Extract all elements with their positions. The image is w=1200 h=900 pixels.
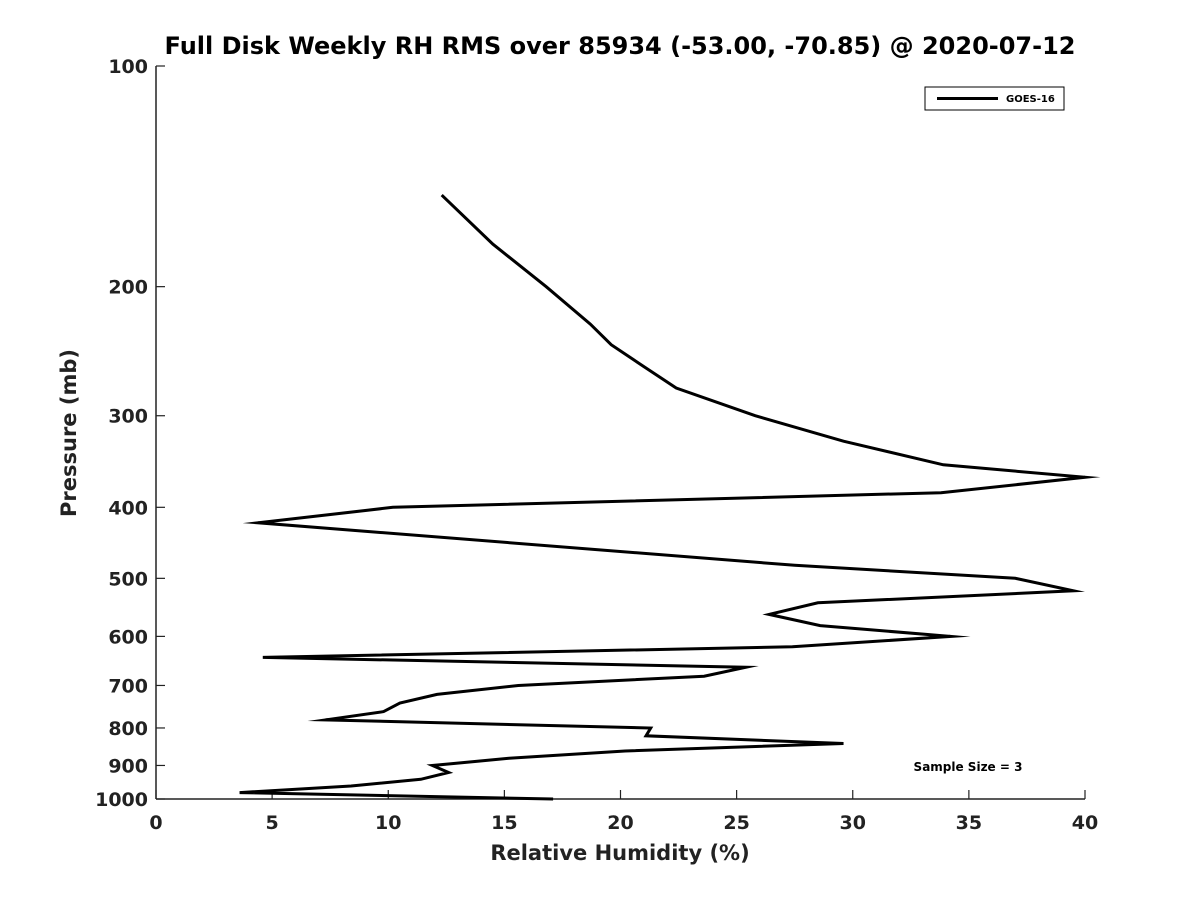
y-tick-label: 200 (108, 277, 148, 299)
chart-title: Full Disk Weekly RH RMS over 85934 (-53.… (165, 32, 1076, 60)
legend-label-goes-16: GOES-16 (1006, 94, 1055, 105)
y-tick-label: 600 (108, 626, 148, 648)
y-tick-label: 400 (108, 497, 148, 519)
x-tick-label: 25 (723, 812, 749, 834)
x-tick-label: 35 (956, 812, 982, 834)
x-tick-label: 0 (149, 812, 162, 834)
x-tick-label: 30 (840, 812, 866, 834)
series-line-goes-16 (239, 194, 1101, 801)
y-tick-label: 1000 (95, 789, 148, 811)
x-tick-label: 10 (375, 812, 401, 834)
y-tick-label: 100 (108, 56, 148, 78)
x-tick-label: 15 (491, 812, 517, 834)
x-tick-label: 5 (266, 812, 279, 834)
y-axis-label: Pressure (mb) (57, 349, 81, 517)
x-tick-label: 20 (607, 812, 633, 834)
sample-size-annotation: Sample Size = 3 (914, 760, 1023, 774)
y-tick-label: 800 (108, 718, 148, 740)
y-tick-label: 500 (108, 568, 148, 590)
y-tick-label: 300 (108, 406, 148, 428)
y-tick-label: 900 (108, 755, 148, 777)
x-axis-label: Relative Humidity (%) (490, 841, 749, 865)
series-layer (239, 194, 1101, 801)
legend: GOES-16 (924, 86, 1065, 111)
x-axis-ticks: 0 5 10 15 20 25 30 35 40 (149, 790, 1098, 834)
y-axis-ticks: 100 200 300 400 500 600 700 800 900 1000 (95, 56, 165, 811)
plot-frame (155, 66, 1085, 800)
y-tick-label: 700 (108, 675, 148, 697)
x-tick-label: 40 (1072, 812, 1098, 834)
